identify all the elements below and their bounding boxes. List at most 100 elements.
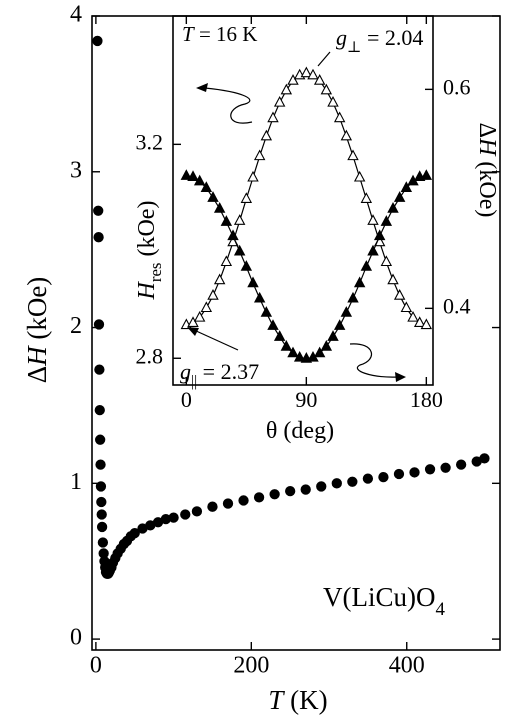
x-tick-label: 90 xyxy=(295,387,317,412)
point xyxy=(420,318,433,330)
point xyxy=(227,229,239,241)
y-tick-label: 2 xyxy=(70,313,82,339)
point xyxy=(240,260,253,271)
label-part: H xyxy=(134,280,160,300)
point xyxy=(353,170,366,182)
point xyxy=(95,459,106,470)
point xyxy=(267,111,279,123)
point xyxy=(378,471,389,483)
point xyxy=(247,170,259,182)
arrow-g-par xyxy=(193,329,239,351)
arrowhead xyxy=(395,372,406,382)
x-tick-label: 180 xyxy=(410,387,443,412)
point xyxy=(96,496,107,508)
point xyxy=(333,111,346,123)
point xyxy=(95,434,106,445)
point xyxy=(400,301,413,313)
point xyxy=(220,255,233,267)
point xyxy=(180,509,191,520)
y2-tick-label: 0.6 xyxy=(443,74,471,99)
point xyxy=(200,181,213,192)
point xyxy=(367,244,379,256)
point xyxy=(380,255,393,267)
label-part: (deg) xyxy=(277,418,334,444)
point xyxy=(95,481,107,492)
label-part: T xyxy=(268,685,285,715)
point xyxy=(440,462,451,473)
point xyxy=(193,310,206,322)
point xyxy=(180,169,193,180)
point xyxy=(253,149,266,161)
point xyxy=(213,273,226,285)
point xyxy=(300,66,313,78)
point xyxy=(331,478,342,489)
label-part: = 2.37 xyxy=(197,359,259,384)
point xyxy=(96,509,107,520)
label-part: = 16 K xyxy=(194,22,258,46)
point xyxy=(293,350,306,362)
point xyxy=(222,498,234,509)
fit-line xyxy=(186,72,427,326)
label-part: = 2.04 xyxy=(361,25,423,50)
temperature-label: T = 16 K xyxy=(182,22,257,46)
label-part: T xyxy=(182,22,195,46)
point xyxy=(168,512,179,523)
main-frame xyxy=(91,15,501,651)
y2-axis-label: ΔH (kOe) xyxy=(474,123,500,218)
point xyxy=(238,495,249,506)
point xyxy=(207,289,219,300)
point xyxy=(93,319,105,330)
point xyxy=(479,453,490,464)
point xyxy=(424,464,436,475)
label-part: ⊥ xyxy=(347,39,361,56)
point xyxy=(347,149,359,161)
point xyxy=(407,310,419,322)
point xyxy=(327,330,339,341)
label-part: res xyxy=(146,263,165,283)
label-part: V(LiCu)O xyxy=(323,582,435,612)
y2-tick-label: 0.4 xyxy=(443,293,471,318)
point xyxy=(393,289,406,300)
point xyxy=(347,476,358,487)
point xyxy=(207,501,218,512)
inset-frame xyxy=(172,15,434,386)
point xyxy=(213,202,226,213)
point xyxy=(307,68,319,80)
point xyxy=(269,489,280,500)
point xyxy=(267,319,279,330)
label-part: H xyxy=(474,137,500,157)
label-part: (kOe) xyxy=(134,201,160,263)
compound-label: V(LiCu)O4 xyxy=(323,582,445,620)
y-tick-label: 3.2 xyxy=(136,129,164,154)
point xyxy=(285,485,296,497)
g-perp-label: g⊥ = 2.04 xyxy=(336,25,423,56)
point xyxy=(347,291,359,303)
point xyxy=(313,346,326,358)
label-part: || xyxy=(191,373,197,390)
y-tick-label: 3 xyxy=(70,157,82,183)
point xyxy=(187,316,199,328)
label-part: (kOe) xyxy=(474,155,500,217)
arrow-g-perp xyxy=(317,51,331,67)
g-par-label: g|| = 2.37 xyxy=(180,359,259,390)
point xyxy=(387,202,399,213)
point xyxy=(97,537,109,548)
point xyxy=(191,506,203,517)
point xyxy=(207,191,219,202)
point xyxy=(387,273,399,285)
point xyxy=(260,129,273,141)
point xyxy=(353,276,366,288)
x-axis-label: θ (deg) xyxy=(266,418,334,444)
x-tick-label: 400 xyxy=(389,653,425,679)
point xyxy=(360,260,373,271)
point xyxy=(340,306,353,317)
point xyxy=(316,481,327,492)
point xyxy=(313,74,326,85)
point xyxy=(253,291,266,303)
point xyxy=(367,214,379,225)
point xyxy=(400,181,413,192)
point xyxy=(320,83,333,95)
arrow-right xyxy=(349,343,399,378)
